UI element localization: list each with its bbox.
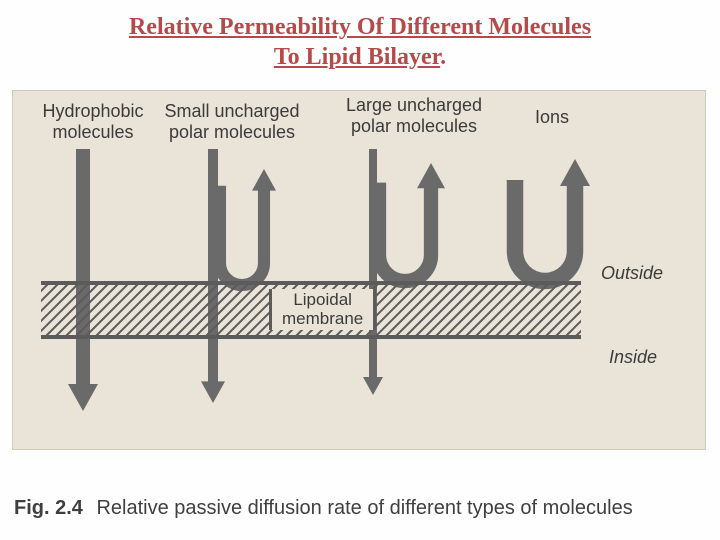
membrane-bottom-border <box>41 335 581 339</box>
membrane-label: Lipoidal membrane <box>269 289 376 330</box>
inside-label: Inside <box>609 347 657 368</box>
title-period: . <box>440 44 446 70</box>
title-line-2: To Lipid Bilayer <box>274 44 440 70</box>
slide: Relative Permeability Of Different Molec… <box>0 0 720 540</box>
figure-text: Relative passive diffusion rate of diffe… <box>96 497 632 519</box>
figure-caption: Fig. 2.4 Relative passive diffusion rate… <box>14 497 633 520</box>
membrane-top-border <box>41 281 581 285</box>
title-line-1: Relative Permeability Of Different Molec… <box>129 14 591 40</box>
slide-title: Relative Permeability Of Different Molec… <box>0 12 720 72</box>
membrane-label-line: membrane <box>282 309 363 328</box>
figure-number: Fig. 2.4 <box>14 497 83 519</box>
outside-label: Outside <box>601 263 663 284</box>
membrane-label-line: Lipoidal <box>293 290 352 309</box>
permeability-diagram: Hydrophobic molecules Small uncharged po… <box>12 90 706 450</box>
